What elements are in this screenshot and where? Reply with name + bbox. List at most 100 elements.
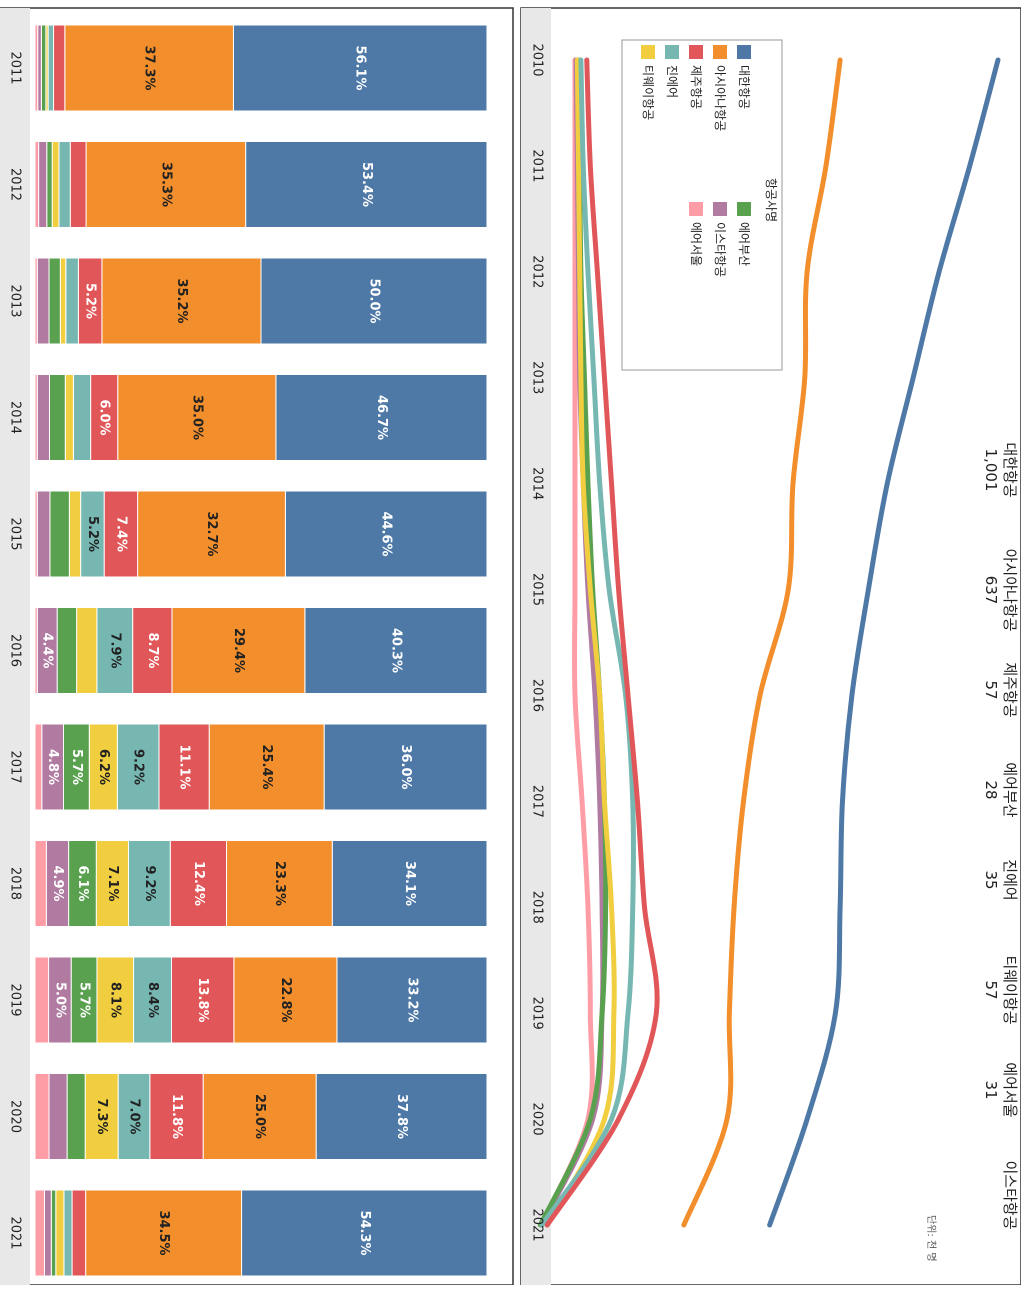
legend-swatch-eb8c80ed959ced95adeab3b5	[737, 45, 751, 59]
end-label-value-ec9584ec8b9cec9584eb8298ed95adeab3b5: 637	[982, 576, 1000, 605]
bar-category-label-2020: 2020	[8, 1100, 23, 1133]
unit-note: 단위: 천 명	[925, 1215, 938, 1262]
bar-layer: 56.1% 37.3% 2011 53.4% 35.3% 2012 50.0% 35.2% 5.…	[8, 24, 488, 1277]
bar-segment-eb8c80ed959ced95adeab3b5-2015	[284, 490, 488, 578]
bar-label-eca09ceca3bced95adeab3b5-2014: 6.0%	[97, 399, 112, 435]
legend-swatch-ec9584ec8b9cec9584eb8298ed95adeab3b5	[713, 45, 727, 59]
bar-segment-ec9584ec8b9cec9584eb8298ed95adeab3b5-2013	[101, 257, 262, 345]
bar-segment-ec9790ec96b4ec849cec9ab8-2011	[34, 24, 39, 112]
bar-label-eb8c80ed959ced95adeab3b5-2018: 34.1%	[402, 861, 417, 906]
bar-category-label-2012: 2012	[8, 168, 23, 201]
bar-segment-ec9790ec96b4ec849cec9ab8-2017	[34, 723, 43, 811]
x-tick-2017: 2017	[530, 785, 545, 818]
bar-label-eca09ceca3bced95adeab3b5-2018: 12.4%	[191, 861, 206, 906]
bar-label-eca784ec9790ec96b4-2016: 7.9%	[107, 632, 122, 668]
end-label-name-ec9584ec8b9cec9584eb8298ed95adeab3b5: 아시아나항공	[1001, 549, 1019, 632]
bar-segment-ec9790ec96b4ec849cec9ab8-2021	[34, 1189, 45, 1277]
bar-label-ed8bb0ec9ba8ec9db4ed95adeab3b5-2018: 7.1%	[105, 865, 120, 901]
bar-label-ec9584ec8b9cec9584eb8298ed95adeab3b5-2019: 22.8%	[278, 977, 293, 1022]
bar-label-eb8c80ed959ced95adeab3b5-2015: 44.6%	[379, 511, 394, 556]
bar-segment-eca784ec9790ec96b4-2016	[96, 607, 134, 694]
legend-swatch-eca09ceca3bced95adeab3b5	[689, 45, 703, 59]
bar-segment-ec9584ec8b9cec9584eb8298ed95adeab3b5-2011	[64, 24, 234, 112]
legend-label-ec9790ec96b4ebb680ec82b0: 에어부산	[737, 222, 751, 266]
bar-segment-ec9790ec96b4ebb680ec82b0-2021	[50, 1189, 57, 1277]
bar-label-eca784ec9790ec96b4-2020: 7.0%	[126, 1098, 141, 1134]
bar-category-label-2011: 2011	[8, 51, 23, 84]
bar-segment-ed8bb0ec9ba8ec9db4ed95adeab3b5-2020	[84, 1073, 119, 1160]
bar-label-eb8c80ed959ced95adeab3b5-2017: 36.0%	[398, 744, 413, 789]
legend-swatch-ec9790ec96b4ebb680ec82b0	[737, 202, 751, 216]
bar-segment-eca784ec9790ec96b4-2021	[63, 1189, 73, 1277]
bar-segment-eca09ceca3bced95adeab3b5-2011	[53, 24, 66, 112]
bar-segment-eca784ec9790ec96b4-2013	[65, 257, 79, 345]
bar-segment-ec9db4ec8aa4ed8380ed95adeab3b5-2015	[36, 490, 51, 578]
bar-segment-ec9790ec96b4ebb680ec82b0-2015	[49, 490, 70, 578]
bar-category-label-2021: 2021	[8, 1216, 23, 1249]
end-label-value-ec9790ec96b4ec849cec9ab8: 31	[982, 1080, 1000, 1099]
bar-segment-eb8c80ed959ced95adeab3b5-2012	[245, 141, 488, 228]
bar-segment-eca09ceca3bced95adeab3b5-2019	[171, 956, 235, 1044]
bar-label-ec9584ec8b9cec9584eb8298ed95adeab3b5-2020: 25.0%	[252, 1094, 267, 1139]
bar-label-ec9584ec8b9cec9584eb8298ed95adeab3b5-2017: 25.4%	[259, 744, 274, 789]
bar-label-eb8c80ed959ced95adeab3b5-2011: 56.1%	[353, 45, 368, 90]
end-label-value-ed8bb0ec9ba8ec9db4ed95adeab3b5: 57	[982, 980, 1000, 999]
bar-label-ed8bb0ec9ba8ec9db4ed95adeab3b5-2019: 8.1%	[108, 982, 123, 1018]
bar-category-label-2016: 2016	[8, 634, 23, 667]
bar-segment-ec9790ec96b4ebb680ec82b0-2019	[70, 956, 98, 1044]
x-tick-2015: 2015	[530, 573, 545, 606]
legend-label-ec9584ec8b9cec9584eb8298ed95adeab3b5: 아시아나항공	[713, 65, 727, 131]
bar-segment-eb8c80ed959ced95adeab3b5-2020	[315, 1073, 488, 1160]
bar-label-ec9584ec8b9cec9584eb8298ed95adeab3b5-2021: 34.5%	[156, 1210, 171, 1255]
bar-segment-ec9db4ec8aa4ed8380ed95adeab3b5-2012	[38, 141, 48, 228]
bar-segment-eca784ec9790ec96b4-2012	[58, 141, 71, 228]
end-label-name-eb8c80ed959ced95adeab3b5: 대한항공	[1001, 442, 1019, 497]
bar-category-label-2018: 2018	[8, 867, 23, 900]
bar-label-ec9584ec8b9cec9584eb8298ed95adeab3b5-2011: 37.3%	[142, 45, 157, 90]
bar-segment-ec9db4ec8aa4ed8380ed95adeab3b5-2011	[37, 24, 42, 112]
bar-segment-eca09ceca3bced95adeab3b5-2012	[69, 141, 87, 228]
x-tick-2021: 2021	[530, 1208, 545, 1241]
line-series-ec9584ec8b9cec9584eb8298ed95adeab3b5	[681, 57, 843, 1228]
bar-label-ec9584ec8b9cec9584eb8298ed95adeab3b5-2016: 29.4%	[231, 628, 246, 673]
bar-segment-ec9584ec8b9cec9584eb8298ed95adeab3b5-2017	[208, 723, 325, 811]
bar-segment-ec9584ec8b9cec9584eb8298ed95adeab3b5-2015	[137, 490, 286, 578]
bar-label-ec9db4ec8aa4ed8380ed95adeab3b5-2016: 4.4%	[40, 632, 55, 668]
end-label-value-eb8c80ed959ced95adeab3b5: 1,001	[982, 449, 1000, 492]
line-series-eb8c80ed959ced95adeab3b5	[767, 57, 1001, 1228]
bar-segment-eb8c80ed959ced95adeab3b5-2021	[241, 1189, 488, 1277]
bar-segment-eb8c80ed959ced95adeab3b5-2017	[323, 723, 488, 811]
x-tick-2019: 2019	[530, 997, 545, 1030]
legend-swatch-ec9790ec96b4ec849cec9ab8	[689, 202, 703, 216]
bar-segment-eb8c80ed959ced95adeab3b5-2019	[336, 956, 488, 1044]
bar-label-eb8c80ed959ced95adeab3b5-2019: 33.2%	[404, 977, 419, 1022]
x-tick-2018: 2018	[530, 891, 545, 924]
line-series-ed8bb0ec9ba8ec9db4ed95adeab3b5	[544, 57, 617, 1228]
bar-label-eb8c80ed959ced95adeab3b5-2012: 53.4%	[359, 162, 374, 207]
legend-swatch-eca784ec9790ec96b4	[665, 45, 679, 59]
bar-category-label-2013: 2013	[8, 284, 23, 317]
bar-segment-ed8bb0ec9ba8ec9db4ed95adeab3b5-2014	[64, 374, 74, 461]
legend-swatch-ec9db4ec8aa4ed8380ed95adeab3b5	[713, 202, 727, 216]
bar-segment-ec9db4ec8aa4ed8380ed95adeab3b5-2013	[36, 257, 50, 345]
line-series-eca784ec9790ec96b4	[539, 57, 636, 1228]
bar-segment-eca09ceca3bced95adeab3b5-2018	[169, 840, 228, 927]
line-series-eca09ceca3bced95adeab3b5	[544, 57, 660, 1228]
legend-label-eca09ceca3bced95adeab3b5: 제주항공	[689, 65, 703, 109]
x-tick-2014: 2014	[530, 467, 545, 500]
bar-segment-eb8c80ed959ced95adeab3b5-2016	[304, 607, 488, 694]
bar-label-ec9790ec96b4ebb680ec82b0-2019: 5.7%	[77, 982, 92, 1018]
end-label-layer: 대한항공1,001아시아나항공637제주항공57에어부산28진에어35티웨이항공…	[982, 442, 1019, 1229]
bar-segment-ec9790ec96b4ec849cec9ab8-2012	[34, 141, 40, 228]
bar-segment-eca09ceca3bced95adeab3b5-2016	[132, 607, 173, 694]
bar-label-ed8bb0ec9ba8ec9db4ed95adeab3b5-2020: 7.3%	[94, 1098, 109, 1134]
bar-segment-eca784ec9790ec96b4-2014	[72, 374, 92, 461]
bar-label-eb8c80ed959ced95adeab3b5-2016: 40.3%	[388, 628, 403, 673]
end-label-name-ec9db4ec8aa4ed8380ed95adeab3b5: 이스타항공	[1001, 1160, 1019, 1229]
bar-segment-ec9584ec8b9cec9584eb8298ed95adeab3b5-2020	[202, 1073, 317, 1160]
bar-segment-ec9584ec8b9cec9584eb8298ed95adeab3b5-2016	[171, 607, 306, 694]
bar-segment-ec9790ec96b4ebb680ec82b0-2013	[48, 257, 61, 345]
bar-segment-eb8c80ed959ced95adeab3b5-2013	[260, 257, 488, 345]
